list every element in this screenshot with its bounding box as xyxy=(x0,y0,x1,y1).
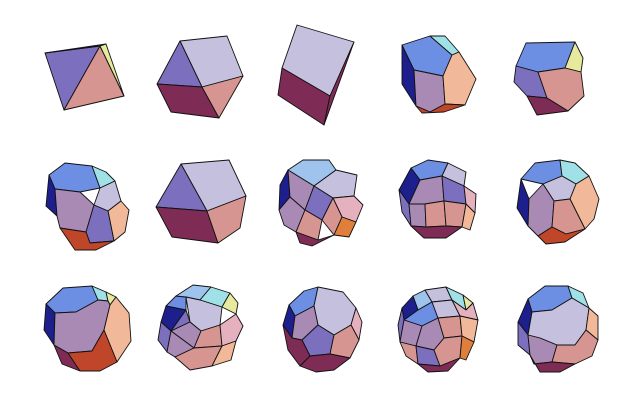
solid-truncated-cuboctahedron xyxy=(516,159,600,245)
solid-truncated-tetrahedron xyxy=(156,35,244,119)
face xyxy=(526,95,569,116)
face xyxy=(408,203,427,228)
face xyxy=(329,324,360,359)
face xyxy=(424,200,447,228)
solid-rhombicosidodecahedron xyxy=(397,286,479,373)
solid-icosidodecahedron-like xyxy=(278,159,364,247)
face xyxy=(67,329,118,372)
face xyxy=(201,75,244,119)
face xyxy=(529,354,576,373)
face xyxy=(295,231,335,247)
face xyxy=(459,335,475,361)
solid-great-rhombicosidodecahedron xyxy=(517,285,599,373)
face xyxy=(333,216,357,238)
face xyxy=(537,226,586,245)
face xyxy=(417,357,461,373)
face xyxy=(219,313,244,347)
face xyxy=(413,69,446,113)
solid-snub-cube xyxy=(157,284,244,371)
solid-cube xyxy=(277,24,355,126)
face xyxy=(59,227,115,251)
face xyxy=(410,225,463,239)
face xyxy=(299,353,351,373)
solid-truncated-dodecahedron xyxy=(43,285,132,372)
face xyxy=(174,345,223,371)
face xyxy=(206,195,247,244)
face xyxy=(516,178,530,227)
face xyxy=(415,103,466,114)
solid-cuboctahedron xyxy=(155,159,247,244)
solid-truncated-icosahedron xyxy=(282,286,363,373)
solid-octahedron xyxy=(44,43,125,111)
face xyxy=(323,41,355,126)
solid-small-rhombicuboctahedron xyxy=(398,159,477,239)
face xyxy=(44,43,107,54)
face xyxy=(461,203,476,231)
solid-truncated-octahedron xyxy=(401,35,477,114)
solid-rhombicuboctahedron xyxy=(45,162,130,251)
solid-truncated-cube xyxy=(513,41,585,116)
face xyxy=(451,299,479,321)
face xyxy=(211,340,237,367)
